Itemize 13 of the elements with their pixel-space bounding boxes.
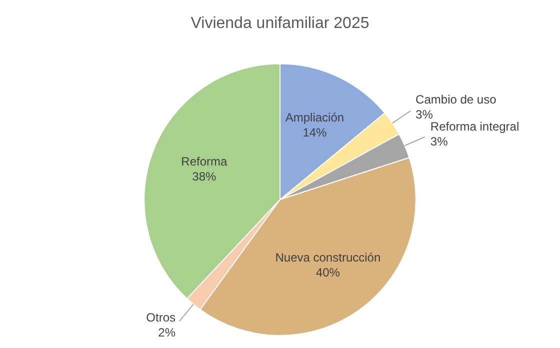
slice-label: Ampliación bbox=[285, 110, 344, 125]
chart-title: Vivienda unifamiliar 2025 bbox=[190, 15, 370, 32]
slice-label: Reforma bbox=[181, 154, 228, 168]
slice-label: Otros bbox=[146, 310, 176, 325]
data-label: 3% bbox=[430, 134, 448, 148]
slice-label: Cambio de uso bbox=[416, 92, 497, 106]
slice-label: Nueva construcción bbox=[275, 250, 381, 264]
data-label: 38% bbox=[192, 169, 217, 184]
data-label: 40% bbox=[316, 265, 340, 280]
data-label: 2% bbox=[158, 326, 176, 340]
data-label: 3% bbox=[416, 107, 434, 122]
data-label: 14% bbox=[302, 126, 328, 140]
slice-label: Reforma integral bbox=[430, 119, 520, 134]
